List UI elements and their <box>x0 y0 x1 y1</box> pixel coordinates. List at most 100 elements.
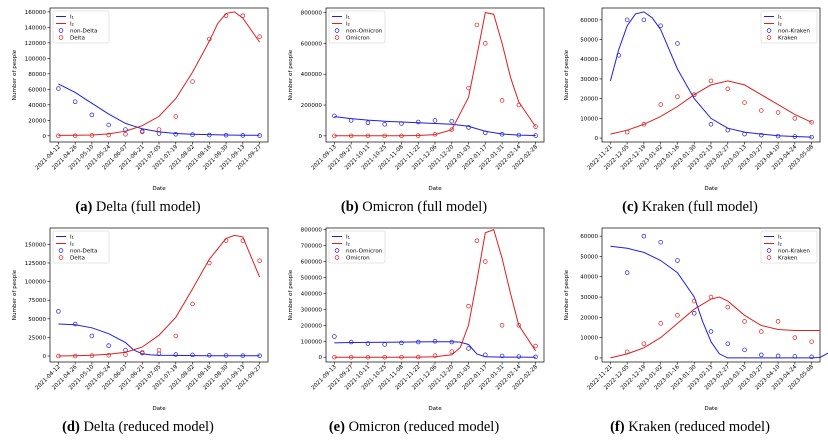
x-axis-label: Date <box>428 406 442 412</box>
data-point-non-variant <box>72 99 78 104</box>
caption-text: Omicron (reduced model) <box>348 419 500 435</box>
legend-label: I₁ <box>70 235 74 241</box>
data-point-variant <box>742 100 747 105</box>
series-line-i1 <box>58 323 260 357</box>
caption-letter: (d) <box>62 419 80 435</box>
chart-svg: 0 10000 20000 30000 40000 50000 60000 Number of… <box>564 7 821 192</box>
y-axis-label: Number of people <box>564 269 570 320</box>
legend-marker-swatch <box>766 248 772 253</box>
data-point-variant <box>466 303 471 309</box>
y-tick-label: 30000 <box>580 77 598 83</box>
data-point-non-variant <box>89 333 95 339</box>
data-point-variant <box>792 335 798 340</box>
data-point-variant <box>775 110 781 115</box>
data-point-variant <box>223 238 229 243</box>
legend-label: I₁ <box>778 15 782 21</box>
data-point-non-variant <box>223 132 229 138</box>
y-tick-label: 50000 <box>580 38 598 44</box>
y-tick-label: 160000 <box>25 10 47 16</box>
data-point-variant <box>483 41 488 46</box>
data-point-non-variant <box>759 132 764 138</box>
legend-label: non-Kraken <box>778 249 810 255</box>
data-point-variant <box>641 122 647 127</box>
y-axis-label: Number of people <box>288 269 294 320</box>
legend-marker-swatch <box>766 255 772 260</box>
y-axis-label: Number of people <box>12 49 18 100</box>
data-point-variant <box>499 98 505 103</box>
data-point-non-variant <box>432 339 438 344</box>
data-point-non-variant <box>533 133 538 138</box>
legend-marker-swatch <box>334 248 340 253</box>
data-point-variant <box>691 298 697 304</box>
data-point-variant <box>72 133 78 139</box>
y-tick-label: 500000 <box>301 275 323 281</box>
data-point-non-variant <box>89 112 95 118</box>
data-point-non-variant <box>415 339 421 345</box>
data-point-non-variant <box>207 353 212 358</box>
data-point-non-variant <box>365 341 371 346</box>
data-point-non-variant <box>240 133 246 138</box>
y-axis-label: Number of people <box>288 49 294 100</box>
y-tick-label: 60000 <box>580 18 598 24</box>
data-point-variant <box>658 102 663 107</box>
data-point-non-variant <box>173 132 179 137</box>
y-tick-label: 80000 <box>28 72 46 78</box>
series-line-i2 <box>610 80 812 135</box>
data-point-non-variant <box>483 130 488 136</box>
data-point-non-variant <box>658 239 663 245</box>
data-point-variant <box>449 127 455 132</box>
y-tick-label: 600000 <box>301 260 323 266</box>
data-point-non-variant <box>365 120 371 125</box>
chart-panel-f: 0 10000 20000 30000 40000 50000 60000 Number of… <box>552 220 828 440</box>
data-point-non-variant <box>675 41 680 46</box>
series-line-i2 <box>334 12 537 137</box>
data-point-variant <box>499 323 505 328</box>
data-point-variant <box>56 353 61 359</box>
data-point-non-variant <box>624 270 630 275</box>
data-point-variant <box>516 102 522 108</box>
data-point-non-variant <box>499 353 505 359</box>
data-point-non-variant <box>792 354 798 359</box>
y-axis-label: Number of people <box>564 49 570 100</box>
caption-text: Delta (reduced model) <box>83 419 214 435</box>
y-tick-label: 140000 <box>25 25 47 31</box>
y-tick-label: 60000 <box>580 234 598 240</box>
data-point-variant <box>624 129 630 135</box>
data-point-non-variant <box>240 353 246 358</box>
data-point-variant <box>156 127 162 132</box>
y-tick-label: 800000 <box>301 228 323 234</box>
series-line-i2 <box>58 234 261 357</box>
data-point-variant <box>257 258 262 264</box>
legend-marker-swatch <box>334 28 340 33</box>
x-axis-label: Date <box>428 186 442 192</box>
caption: (f) Kraken (reduced model) <box>552 419 828 436</box>
data-point-non-variant <box>257 133 262 138</box>
caption: (c) Kraken (full model) <box>552 199 828 216</box>
data-point-variant <box>106 353 111 358</box>
y-tick-label: 800000 <box>301 11 323 17</box>
x-axis-label: Date <box>704 186 718 192</box>
y-tick-label: 20000 <box>28 118 46 124</box>
data-point-variant <box>432 353 438 358</box>
data-point-non-variant <box>106 343 111 348</box>
y-tick-label: 40000 <box>580 275 598 281</box>
data-point-non-variant <box>792 134 798 139</box>
data-point-variant <box>725 304 731 310</box>
legend-box <box>328 10 386 44</box>
data-point-variant <box>72 353 78 359</box>
data-point-variant <box>759 108 764 113</box>
data-point-non-variant <box>449 118 455 124</box>
data-point-variant <box>257 34 262 39</box>
y-tick-label: 700000 <box>301 244 323 250</box>
data-point-variant <box>658 321 663 326</box>
data-point-variant <box>207 36 212 42</box>
data-point-non-variant <box>725 127 731 133</box>
y-tick-label: 20000 <box>580 97 598 103</box>
data-point-variant <box>474 22 480 28</box>
data-point-variant <box>139 129 145 135</box>
series-line-i1 <box>610 245 828 359</box>
data-point-variant <box>691 92 697 97</box>
data-point-non-variant <box>106 122 111 128</box>
